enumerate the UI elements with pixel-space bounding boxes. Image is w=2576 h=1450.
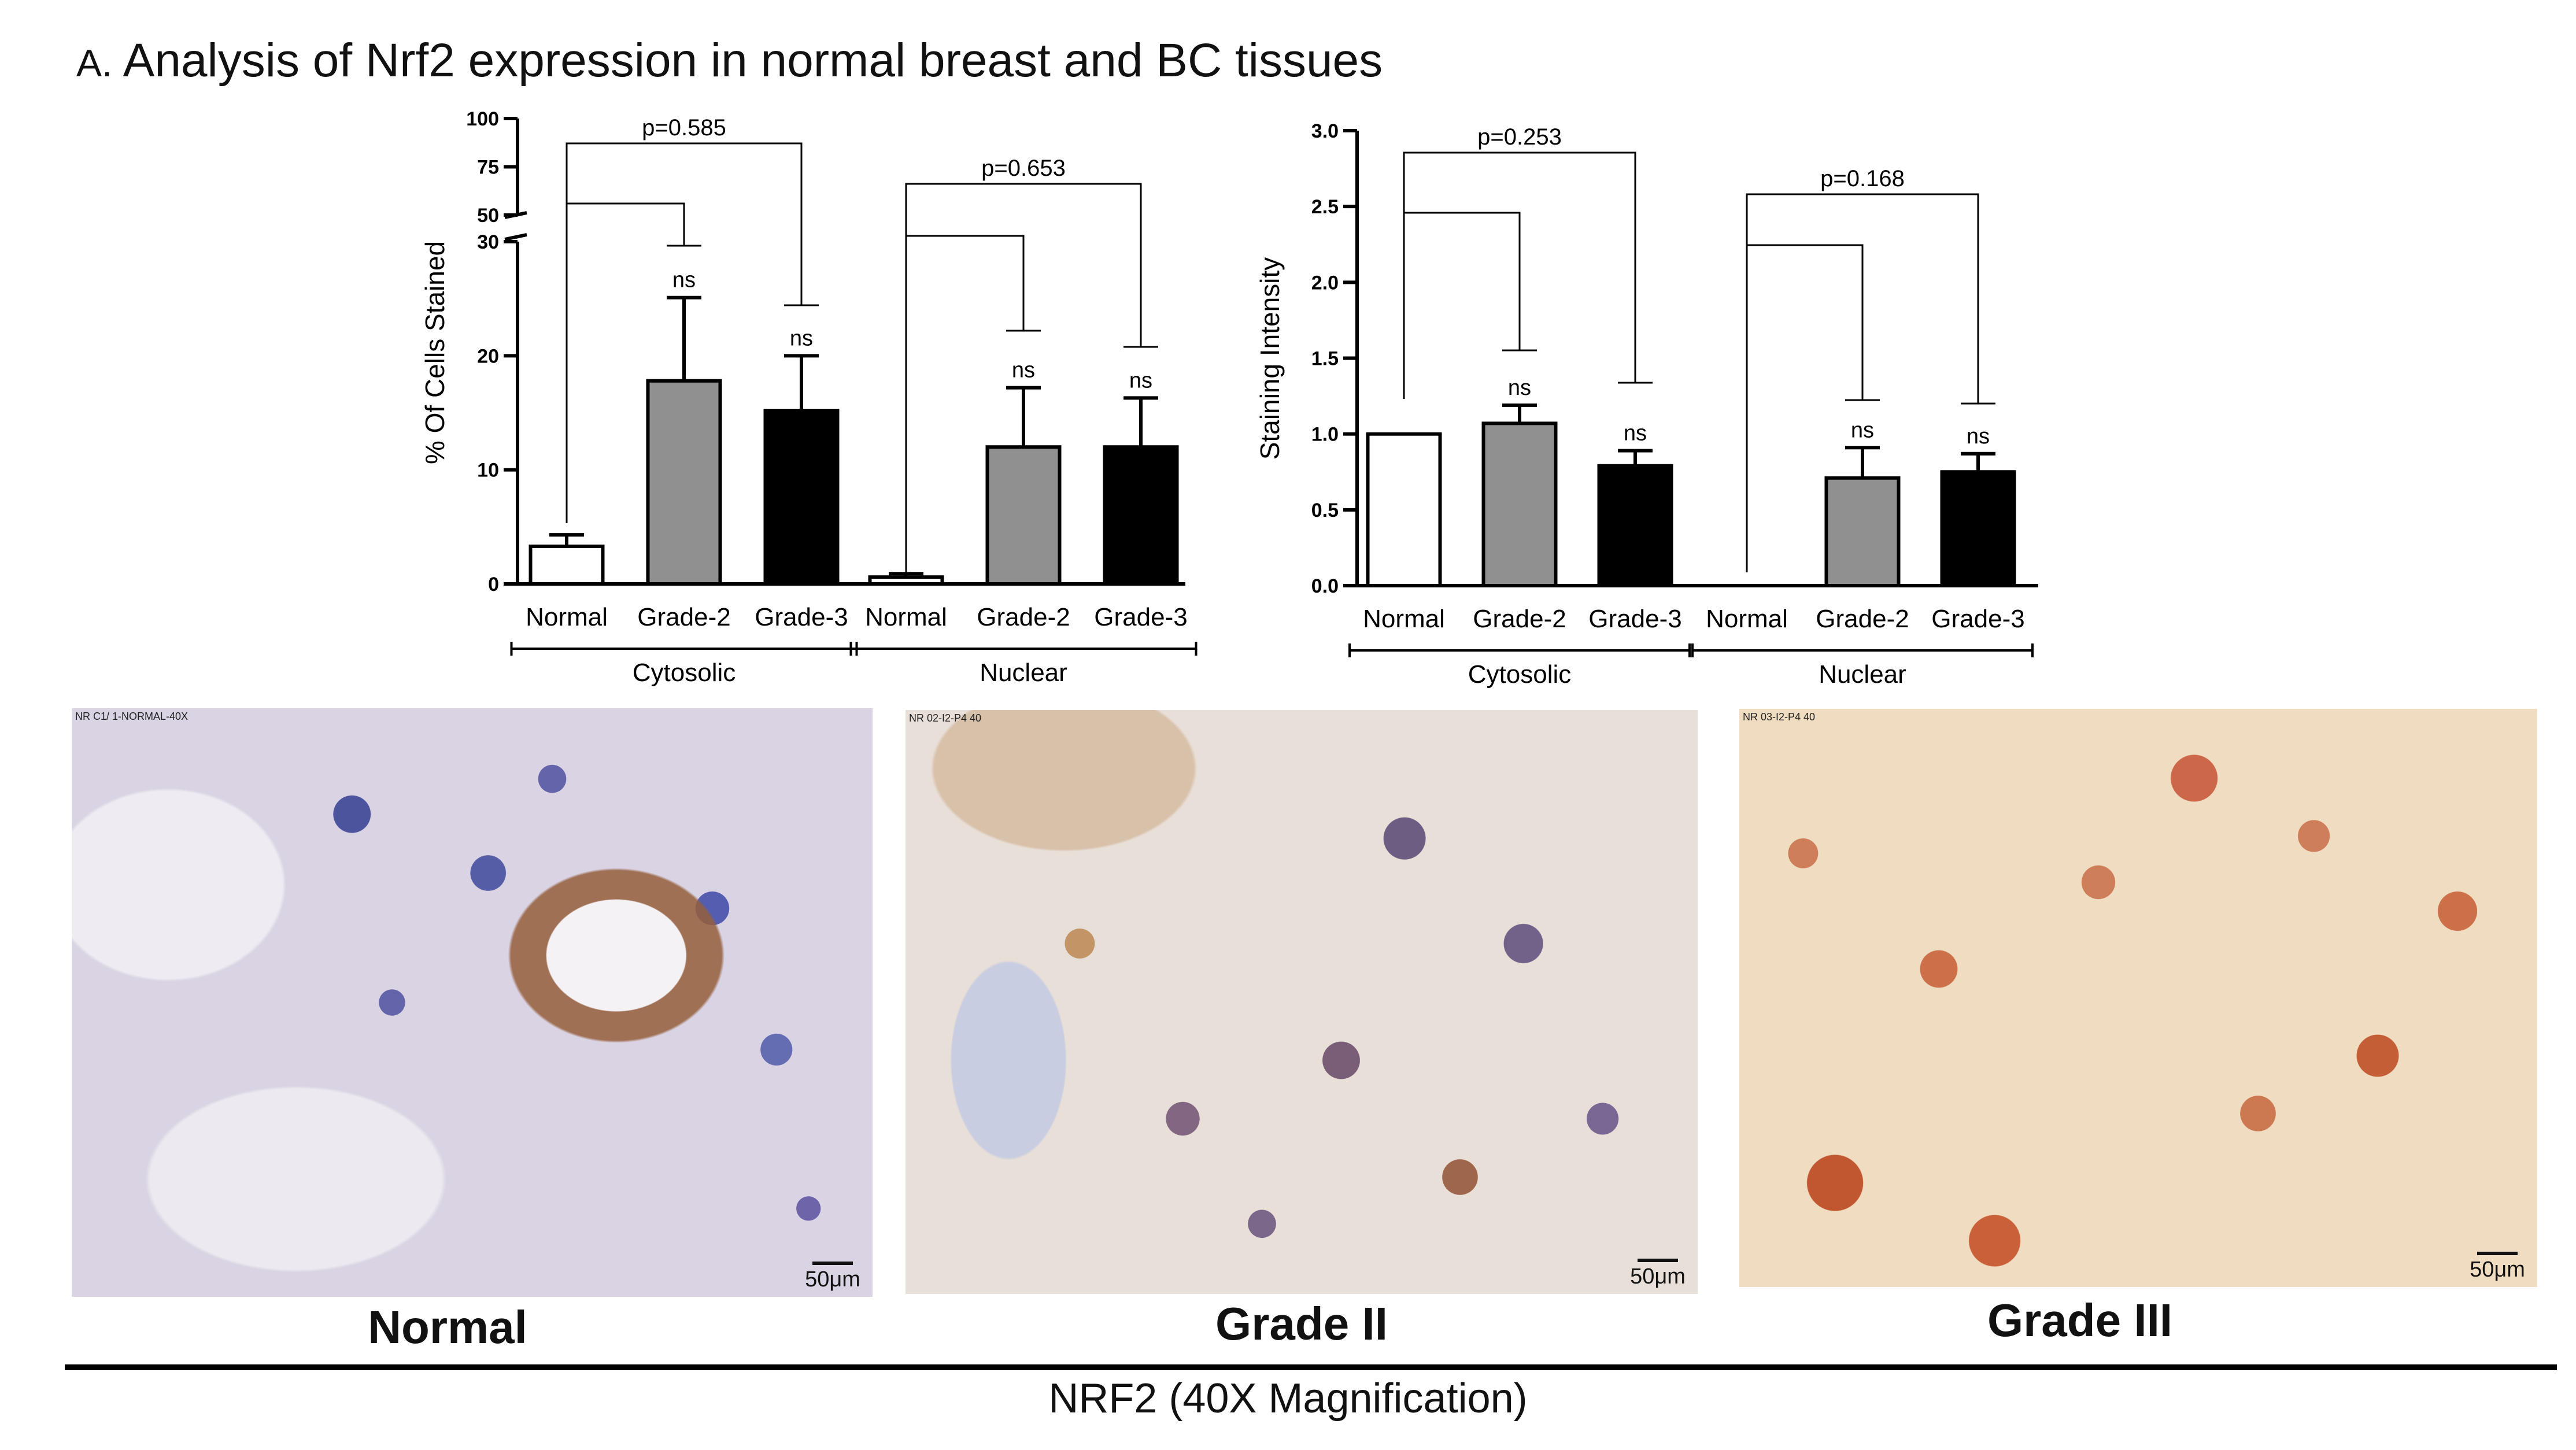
scale-bar: 50μm [2466,1252,2529,1282]
micrograph-grade-ii: NR 02-I2-P4 40 50μm [906,710,1698,1294]
figure-caption: NRF2 (40X Magnification) [1048,1375,1528,1422]
x-tick-label: Grade-2 [977,603,1070,631]
significance-label: ns [1624,421,1647,446]
bar [1940,470,2016,587]
x-tick-label: Normal [526,603,608,631]
chart-staining-intensity: 0.0 0.5 1.0 1.5 2.0 2.5 3.0 Staining Intensity N… [1255,120,2038,689]
y-tick-label: 20 [477,345,499,367]
significance-label: ns [1851,418,1874,442]
x-tick-label: Grade-3 [755,603,848,631]
x-tick-label: Normal [1706,605,1788,633]
bar [1824,476,1901,588]
y-tick-label: 2.0 [1311,272,1339,294]
x-tick-label: Grade-2 [1816,605,1909,633]
bar [763,409,840,586]
significance-label: ns [790,326,813,350]
micrograph-label-grade-iii: Grade III [1987,1294,2173,1346]
caption-rule [65,1364,2557,1370]
y-tick-label: 30 [477,231,499,253]
scale-bar-label: 50μm [1630,1264,1686,1289]
x-tick-label: Grade-2 [637,603,730,631]
y-tick-label: 100 [466,108,499,130]
x-tick-label: Grade-3 [1588,605,1681,633]
scale-bar: 50μm [1626,1259,1690,1289]
bar [1103,445,1179,586]
y-axis-label: % Of Cells Stained [420,241,450,464]
figure-title-text: Analysis of Nrf2 expression in normal br… [123,34,1383,87]
bar [1366,432,1442,588]
group-label: Nuclear [980,659,1067,687]
comparison-bracket [1403,151,1636,399]
scale-bar: 50μm [801,1262,864,1292]
comparison-bracket [566,142,803,523]
micrograph-stamp: NR 03-I2-P4 40 [1743,711,1816,723]
x-tick-label: Normal [1363,605,1445,633]
bar [1481,421,1558,587]
comparison-bracket [1403,212,1521,399]
micrograph-label-normal: Normal [368,1301,527,1353]
p-value-label: p=0.253 [1477,124,1562,150]
significance-label: ns [672,268,696,293]
y-axis-label: Staining Intensity [1255,257,1285,460]
p-value-label: p=0.585 [642,115,726,140]
y-tick-label: 2.5 [1311,196,1339,218]
significance-label: ns [1967,424,1990,449]
micrograph-grade-iii: NR 03-I2-P4 40 50μm [1739,709,2537,1287]
x-tick-label: Grade-3 [1094,603,1187,631]
y-tick-label: 1.0 [1311,424,1339,446]
group-label: Cytosolic [1468,660,1572,689]
scale-bar-label: 50μm [805,1267,860,1292]
significance-label: ns [1129,368,1152,393]
micrograph-label-grade-ii: Grade II [1215,1298,1388,1349]
x-tick-label: Grade-2 [1473,605,1566,633]
chart-percent-cells-stained: 0 10 20 30 50 75 100 % Of Cells Stained Normal ns… [420,108,1198,687]
significance-label: ns [1012,358,1035,383]
y-tick-label: 3.0 [1311,120,1339,142]
y-tick-label: 0.5 [1311,500,1339,521]
comparison-bracket [1746,193,1979,572]
group-label: Cytosolic [633,659,736,687]
axis-break-mark [504,233,527,241]
bar [1597,464,1673,587]
bar [646,379,722,586]
x-tick-label: Grade-3 [1931,605,2024,633]
p-value-label: p=0.653 [981,156,1066,181]
group-label: Nuclear [1819,660,1906,689]
y-tick-label: 10 [477,460,499,482]
y-tick-label: 50 [477,205,499,227]
y-tick-label: 1.5 [1311,348,1339,370]
p-value-label: p=0.168 [1820,166,1905,191]
y-tick-label: 0 [488,574,499,595]
y-tick-label: 0.0 [1311,575,1339,597]
comparison-bracket [905,183,1142,575]
panel-letter: A. [76,42,113,84]
micrograph-stamp: NR C1/ 1-NORMAL-40X [75,711,189,722]
micrograph-stamp: NR 02-I2-P4 40 [909,712,982,724]
figure-title: A. Analysis of Nrf2 expression in normal… [76,34,1383,88]
scale-bar-label: 50μm [2470,1257,2525,1282]
y-tick-label: 75 [477,157,499,179]
x-tick-label: Normal [865,603,947,631]
micrograph-normal: NR C1/ 1-NORMAL-40X 50μm [72,708,873,1297]
significance-label: ns [1508,376,1531,400]
